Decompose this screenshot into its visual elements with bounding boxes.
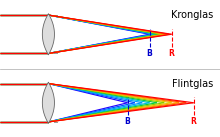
Polygon shape bbox=[42, 82, 54, 123]
Text: B: B bbox=[125, 117, 130, 126]
Text: R: R bbox=[169, 49, 174, 58]
Text: Flintglas: Flintglas bbox=[172, 79, 213, 89]
Text: R: R bbox=[191, 117, 196, 126]
Text: B: B bbox=[147, 49, 152, 58]
Polygon shape bbox=[42, 14, 54, 55]
Text: Kronglas: Kronglas bbox=[171, 10, 213, 20]
